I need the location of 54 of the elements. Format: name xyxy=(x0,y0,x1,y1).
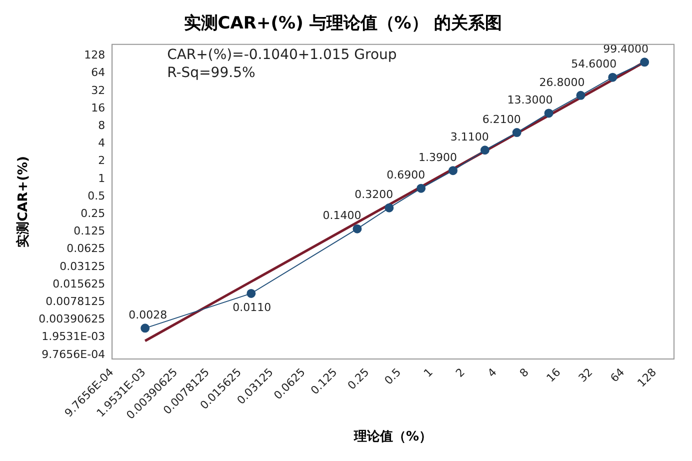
data-label: 26.8000 xyxy=(539,76,585,89)
y-tick-label: 0.00390625 xyxy=(38,312,106,326)
x-tick-label: 1 xyxy=(421,366,436,380)
data-label: 13.3000 xyxy=(507,94,553,107)
point xyxy=(384,203,394,212)
y-tick-label: 0.125 xyxy=(74,224,106,238)
data-label: 1.3900 xyxy=(418,150,458,164)
y-tick-label: 9.7656E-04 xyxy=(42,348,106,361)
point xyxy=(352,224,362,234)
y-tick-label: 1 xyxy=(98,172,106,185)
y-tick-label: 64 xyxy=(91,66,106,80)
data-label: 6.2100 xyxy=(482,112,521,126)
y-tick-label: 8 xyxy=(98,118,106,132)
y-axis-title: 实测CAR+(%) xyxy=(15,156,32,248)
x-tick-label: 128 xyxy=(634,366,659,390)
data-label: 0.0028 xyxy=(128,308,168,322)
data-label: 0.1400 xyxy=(322,209,362,222)
point xyxy=(416,184,426,193)
chart-title: 实测CAR+(%) 与理论值（%） 的关系图 xyxy=(184,14,502,34)
x-tick-label: 64 xyxy=(608,366,628,385)
y-tick-label: 2 xyxy=(98,154,106,168)
x-tick-label: 16 xyxy=(544,366,564,385)
x-tick-label: 2 xyxy=(453,366,468,380)
data-label: 0.3200 xyxy=(354,188,394,202)
data-label: 0.6900 xyxy=(386,168,426,182)
y-tick-label: 0.5 xyxy=(88,189,106,202)
data-label: 54.6000 xyxy=(571,58,617,71)
y-tick-label: 16 xyxy=(91,101,106,114)
y-tick-label: 32 xyxy=(91,84,106,97)
point xyxy=(480,146,490,155)
x-tick-label: 0.5 xyxy=(382,366,404,388)
point xyxy=(608,72,618,82)
x-tick-label: 32 xyxy=(576,366,596,385)
point xyxy=(640,58,650,67)
point xyxy=(576,90,586,100)
data-label: 99.4000 xyxy=(603,42,649,56)
point xyxy=(544,108,554,118)
x-tick-label: 4 xyxy=(485,366,500,380)
annotation: R-Sq=99.5% xyxy=(167,65,256,82)
y-tick-label: 0.015625 xyxy=(52,277,106,290)
annotation: CAR+(%)=-0.1040+1.015 Group xyxy=(167,47,397,64)
y-tick-label: 4 xyxy=(98,136,106,150)
y-tick-label: 128 xyxy=(84,48,106,62)
point xyxy=(512,128,522,138)
point xyxy=(448,166,458,176)
x-axis-title: 理论值（%） xyxy=(353,430,432,445)
y-tick-label: 0.0078125 xyxy=(46,294,106,308)
y-tick-label: 0.0625 xyxy=(66,242,106,256)
data-label: 3.1100 xyxy=(450,130,489,144)
y-tick-label: 0.03125 xyxy=(60,260,106,273)
y-tick-label: 0.25 xyxy=(80,206,106,220)
x-tick-label: 8 xyxy=(517,366,532,380)
y-tick-label: 1.9531E-03 xyxy=(42,330,106,344)
data-label: 0.0110 xyxy=(232,300,272,314)
